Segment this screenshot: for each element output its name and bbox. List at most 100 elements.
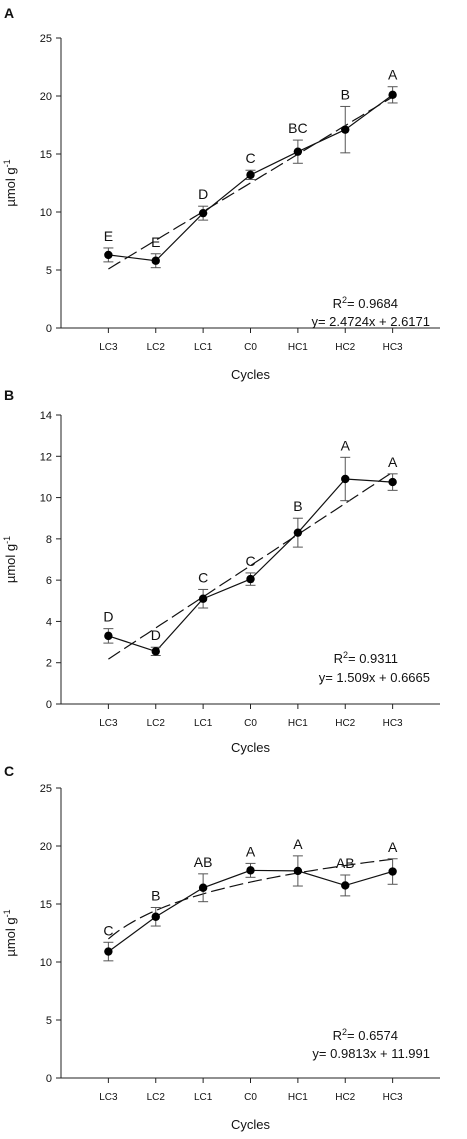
y-tick-label: 0 xyxy=(46,323,52,335)
x-tick-label: HC3 xyxy=(383,1092,403,1103)
x-axis-title: Cycles xyxy=(231,1117,271,1132)
panel-b: B 0 2 4 6 8 10 12 14 LC3 LC2 LC1 C0 HC1 HC2 HC3 Cycles µm… xyxy=(2,387,440,755)
significance-letter: C xyxy=(245,150,255,166)
r-squared: R2= 0.6574 xyxy=(333,1027,398,1043)
y-tick-label: 25 xyxy=(40,33,52,45)
data-point xyxy=(293,866,303,876)
data-point xyxy=(198,883,208,892)
y-tick-label: 5 xyxy=(46,265,52,277)
x-tick-label: C0 xyxy=(244,1092,257,1103)
data-point xyxy=(198,208,208,218)
r-squared-label: R xyxy=(333,296,342,311)
y-axis-title: µmol g-1 xyxy=(2,536,18,583)
significance-letter: E xyxy=(104,228,113,244)
data-point xyxy=(246,866,255,875)
y-tick-label: 6 xyxy=(46,575,52,587)
significance-letter: E xyxy=(151,234,160,250)
x-tick-label: LC3 xyxy=(99,342,118,353)
significance-letter: A xyxy=(388,67,398,83)
r-squared-superscript: 2 xyxy=(343,650,348,660)
panel-letter: C xyxy=(4,763,14,779)
data-point xyxy=(246,574,255,584)
x-tick-label: HC1 xyxy=(288,342,308,353)
x-tick-label: HC1 xyxy=(288,1092,308,1103)
y-axis-title-text: µmol g xyxy=(3,167,18,206)
y-axis-title: µmol g-1 xyxy=(2,159,18,206)
y-axis-title-text: µmol g xyxy=(3,917,18,956)
data-point xyxy=(198,594,208,603)
r-squared-superscript: 2 xyxy=(342,295,347,305)
x-tick-label: HC3 xyxy=(383,342,403,353)
data-point xyxy=(151,912,160,921)
y-tick-label: 5 xyxy=(46,1015,52,1027)
r-squared: R2= 0.9311 xyxy=(334,650,398,666)
y-tick-label: 14 xyxy=(40,410,52,422)
significance-letter: AB xyxy=(194,854,213,870)
data-point xyxy=(151,647,160,656)
data-point xyxy=(104,947,113,956)
r-squared-label: R xyxy=(333,1028,342,1043)
x-tick-label: LC1 xyxy=(194,1092,213,1103)
significance-letter: B xyxy=(293,498,302,514)
significance-letter: D xyxy=(103,609,113,625)
data-point xyxy=(341,881,350,890)
y-axis-title-superscript: -1 xyxy=(2,536,12,544)
data-point xyxy=(341,125,350,134)
x-tick-label: LC3 xyxy=(99,718,118,729)
x-tick-label: LC2 xyxy=(147,342,166,353)
data-point xyxy=(104,631,113,641)
significance-letter: A xyxy=(388,454,398,470)
y-tick-label: 12 xyxy=(40,451,52,463)
x-tick-label: LC2 xyxy=(147,718,166,729)
r-squared-value: = 0.9311 xyxy=(348,651,398,666)
x-tick-label: C0 xyxy=(244,718,257,729)
y-tick-label: 15 xyxy=(40,149,52,161)
y-tick-label: 20 xyxy=(40,91,52,103)
x-tick-label: LC1 xyxy=(194,718,213,729)
x-tick-label: HC3 xyxy=(383,718,403,729)
y-tick-label: 15 xyxy=(40,899,52,911)
y-axis-title: µmol g-1 xyxy=(2,909,18,956)
x-tick-label: HC2 xyxy=(335,1092,355,1103)
y-tick-label: 4 xyxy=(46,616,52,628)
x-tick-label: HC2 xyxy=(335,718,355,729)
significance-letter: B xyxy=(151,887,160,903)
y-tick-label: 10 xyxy=(40,493,52,505)
x-tick-label: C0 xyxy=(244,342,257,353)
r-squared-superscript: 2 xyxy=(342,1027,347,1037)
r-squared-value: = 0.6574 xyxy=(347,1028,398,1043)
y-tick-label: 2 xyxy=(46,658,52,670)
significance-letter: A xyxy=(341,437,351,453)
x-axis-title: Cycles xyxy=(231,740,271,755)
x-tick-label: HC2 xyxy=(335,342,355,353)
panel-a: A 0 5 10 15 20 25 LC3 LC2 LC1 C0 HC1 HC2 HC3 Cycles µmo… xyxy=(2,5,440,382)
regression-equation: y= 1.509x + 0.6665 xyxy=(319,670,430,685)
regression-equation: y= 2.4724x + 2.6171 xyxy=(311,314,430,329)
data-point xyxy=(388,90,397,100)
significance-letter: D xyxy=(198,186,208,202)
r-squared: R2= 0.9684 xyxy=(333,295,398,311)
x-tick-label: LC2 xyxy=(147,1092,166,1103)
x-tick-label: LC1 xyxy=(194,342,213,353)
y-tick-label: 0 xyxy=(46,699,52,711)
panel-letter: A xyxy=(4,5,14,21)
significance-letter: A xyxy=(388,839,398,855)
significance-letter: BC xyxy=(288,120,307,136)
y-axis-title-text: µmol g xyxy=(3,544,18,583)
data-point xyxy=(341,474,350,484)
data-point xyxy=(104,250,113,260)
significance-letter: C xyxy=(198,569,208,585)
data-point xyxy=(388,477,397,487)
y-tick-label: 20 xyxy=(40,841,52,853)
significance-letter: B xyxy=(341,86,350,102)
y-tick-label: 8 xyxy=(46,534,52,546)
significance-letter: A xyxy=(293,836,303,852)
significance-letter: C xyxy=(245,553,255,569)
significance-letter: AB xyxy=(336,855,355,871)
significance-letter: C xyxy=(103,922,113,938)
r-squared-value: = 0.9684 xyxy=(347,296,398,311)
y-axis-title-superscript: -1 xyxy=(2,909,12,917)
